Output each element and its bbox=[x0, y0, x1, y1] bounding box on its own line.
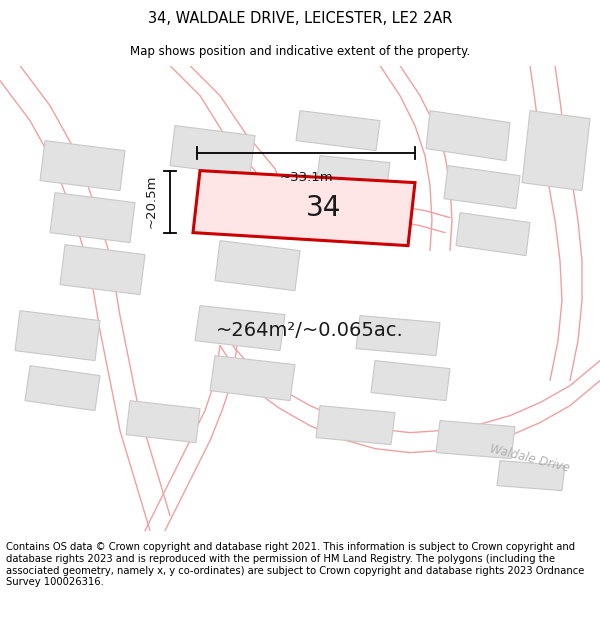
Polygon shape bbox=[40, 141, 125, 191]
Text: 34: 34 bbox=[307, 194, 341, 222]
Polygon shape bbox=[296, 111, 380, 151]
Text: Waldale Drive: Waldale Drive bbox=[489, 442, 571, 475]
Text: 34, WALDALE DRIVE, LEICESTER, LE2 2AR: 34, WALDALE DRIVE, LEICESTER, LE2 2AR bbox=[148, 11, 452, 26]
Polygon shape bbox=[126, 401, 200, 442]
Polygon shape bbox=[210, 356, 295, 401]
Polygon shape bbox=[15, 311, 100, 361]
Polygon shape bbox=[215, 241, 300, 291]
Polygon shape bbox=[170, 126, 255, 176]
Text: Contains OS data © Crown copyright and database right 2021. This information is : Contains OS data © Crown copyright and d… bbox=[6, 542, 584, 587]
Polygon shape bbox=[371, 361, 450, 401]
Text: ~33.1m: ~33.1m bbox=[279, 171, 333, 184]
Polygon shape bbox=[522, 111, 590, 191]
Polygon shape bbox=[193, 171, 415, 246]
Polygon shape bbox=[497, 461, 565, 491]
Polygon shape bbox=[195, 306, 285, 351]
Polygon shape bbox=[436, 421, 515, 459]
Text: Map shows position and indicative extent of the property.: Map shows position and indicative extent… bbox=[130, 45, 470, 58]
Text: ~20.5m: ~20.5m bbox=[145, 175, 158, 228]
Text: ~264m²/~0.065ac.: ~264m²/~0.065ac. bbox=[216, 321, 404, 340]
Polygon shape bbox=[456, 213, 530, 256]
Polygon shape bbox=[60, 244, 145, 294]
Polygon shape bbox=[25, 366, 100, 411]
Polygon shape bbox=[316, 406, 395, 444]
Polygon shape bbox=[50, 192, 135, 242]
Polygon shape bbox=[356, 316, 440, 356]
Polygon shape bbox=[316, 156, 390, 192]
Polygon shape bbox=[444, 166, 520, 209]
Polygon shape bbox=[426, 111, 510, 161]
